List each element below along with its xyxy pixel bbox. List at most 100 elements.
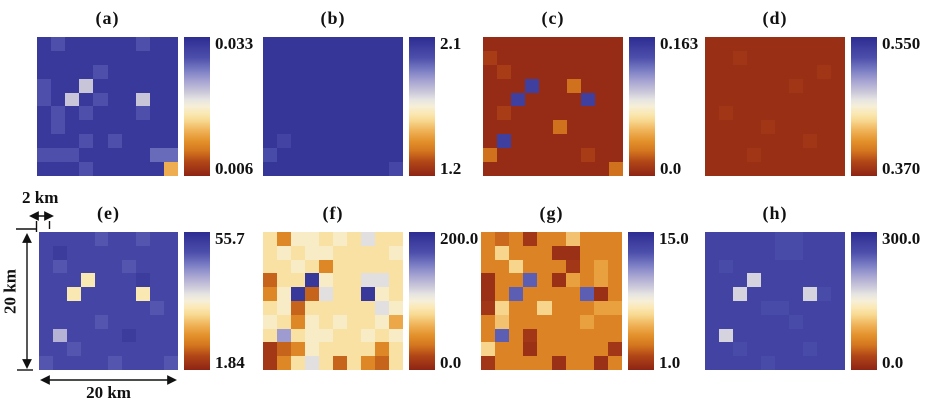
heatmap-cell xyxy=(553,92,567,107)
heatmap-cell xyxy=(733,287,747,301)
heatmap-cell xyxy=(135,134,150,149)
heatmap-cell xyxy=(66,328,81,343)
heatmap-cell xyxy=(375,301,389,315)
heatmap-cell xyxy=(375,78,389,93)
heatmap-cell xyxy=(93,50,108,65)
heatmap-cell xyxy=(525,148,539,163)
heatmap-cell xyxy=(39,245,53,260)
heatmap-cell xyxy=(389,64,403,79)
heatmap-cell xyxy=(135,92,150,107)
heatmap-cell xyxy=(65,50,80,65)
heatmap-cell xyxy=(553,120,567,135)
heatmap-cell xyxy=(66,287,81,301)
heatmap-cell xyxy=(747,273,761,288)
heatmap-cell xyxy=(136,328,151,343)
heatmap-cell xyxy=(609,92,623,107)
heatmap-cell xyxy=(136,342,151,357)
heatmap-cell xyxy=(497,148,511,163)
heatmap-cell xyxy=(581,50,595,65)
heatmap-cell xyxy=(831,328,845,343)
heatmap-cell xyxy=(305,50,319,65)
heatmap-cell xyxy=(164,342,178,357)
heatmap-cell xyxy=(149,106,164,121)
heatmap-cell xyxy=(65,134,80,149)
heatmap-cell xyxy=(291,64,305,79)
heatmap-cell xyxy=(291,273,305,288)
heatmap-cell xyxy=(164,314,178,329)
heatmap-cell xyxy=(347,92,361,107)
heatmap-cell xyxy=(333,78,347,93)
heatmap-cell xyxy=(333,64,347,79)
heatmap-cell xyxy=(66,259,81,274)
heatmap-cell xyxy=(361,301,375,315)
colorbar-b-labels: 2.1 1.2 xyxy=(440,34,500,178)
panel-h-title: (h) xyxy=(762,203,788,223)
heatmap-cell xyxy=(305,106,319,121)
heatmap-cell xyxy=(539,162,553,176)
heatmap-cell xyxy=(150,328,165,343)
heatmap-cell xyxy=(305,64,319,79)
heatmap-cell xyxy=(375,120,389,135)
heatmap-cell xyxy=(66,245,81,260)
heatmap-cell xyxy=(565,259,580,274)
heatmap-cell xyxy=(719,106,733,121)
heatmap-cell xyxy=(361,92,375,107)
heatmap-cell xyxy=(108,328,123,343)
heatmap-cell xyxy=(525,120,539,135)
heatmap-cell xyxy=(122,314,137,329)
heatmap-cell xyxy=(361,245,375,260)
heatmap-cell xyxy=(775,232,789,246)
heatmap-cell xyxy=(66,232,81,246)
heatmap-cell xyxy=(565,328,580,343)
heatmap-cell xyxy=(52,328,67,343)
heatmap-cell xyxy=(122,259,137,274)
heatmap-cell xyxy=(361,162,375,176)
heatmap-cell xyxy=(579,342,594,357)
heatmap-cell xyxy=(375,314,389,329)
panel-c-title: (c) xyxy=(541,8,565,28)
heatmap-cell xyxy=(775,287,789,301)
heatmap-cell xyxy=(719,245,733,260)
heatmap-cell xyxy=(803,92,817,107)
heatmap-cell xyxy=(305,356,319,370)
colorbar-d xyxy=(851,37,877,176)
heatmap-cell xyxy=(79,134,94,149)
heatmap-cell xyxy=(375,328,389,343)
heatmap-cell xyxy=(497,92,511,107)
heatmap-cell xyxy=(803,37,817,51)
heatmap-cell xyxy=(817,314,831,329)
heatmap-cell xyxy=(775,148,789,163)
heatmap-cell xyxy=(593,232,608,246)
heatmap-cell xyxy=(305,342,319,357)
heatmap-cell xyxy=(817,92,831,107)
heatmap-cell xyxy=(553,162,567,176)
heatmap-cell xyxy=(263,356,277,370)
heatmap-cell xyxy=(537,342,552,357)
heatmap-cell xyxy=(609,148,623,163)
heatmap-cell xyxy=(595,50,609,65)
panel-d: (d) 0.550 0.370 xyxy=(705,8,920,178)
heatmap-cell xyxy=(389,245,403,260)
heatmap-cell xyxy=(719,120,733,135)
heatmap-cell xyxy=(333,148,347,163)
heatmap-cell xyxy=(65,92,80,107)
colorbar-g-labels: 15.0 1.0 xyxy=(659,229,719,372)
heatmap-cell xyxy=(65,37,80,51)
heatmap-cell xyxy=(579,259,594,274)
heatmap-cell xyxy=(523,287,538,301)
heatmap-cell xyxy=(581,148,595,163)
heatmap-cell xyxy=(389,232,403,246)
heatmap-cell xyxy=(291,245,305,260)
heatmap-cell xyxy=(319,342,333,357)
heatmap-cell xyxy=(121,134,136,149)
heatmap-cell xyxy=(579,328,594,343)
heatmap-cell xyxy=(37,92,52,107)
heatmap-cell xyxy=(136,232,151,246)
heatmap-cell xyxy=(719,259,733,274)
heatmap-cell xyxy=(595,134,609,149)
heatmap-cell xyxy=(361,273,375,288)
heatmap-cell xyxy=(607,273,622,288)
heatmap-cell xyxy=(567,162,581,176)
heatmap-cell xyxy=(483,64,497,79)
heatmap-cell xyxy=(375,287,389,301)
